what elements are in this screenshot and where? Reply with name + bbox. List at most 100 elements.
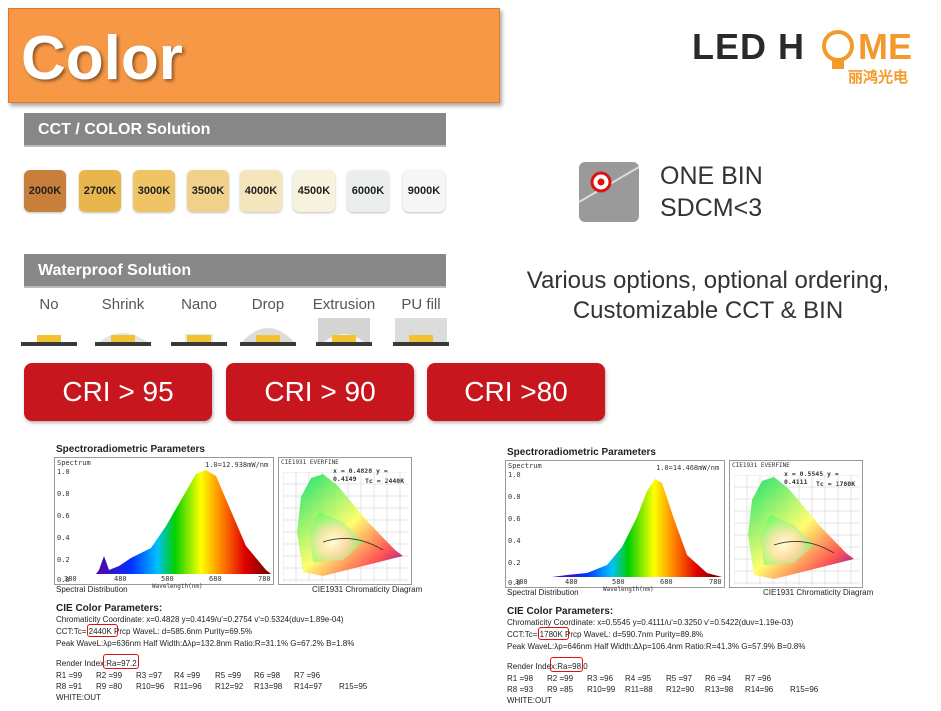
p1-r-value: R1 =99 bbox=[56, 671, 83, 680]
p2-r-value: R5 =97 bbox=[666, 674, 693, 683]
p2-cie-header: CIE1931 EVERFINE bbox=[732, 462, 790, 469]
p1-param-line3: Peak WaveL:λp=636nm Half Width:Δλp=132.8… bbox=[56, 639, 355, 648]
p1-cie-diagram: CIE1931 EVERFINE x = 0.4828 y = 0.4149 T… bbox=[278, 457, 412, 585]
p1-r-value: R14=97 bbox=[294, 682, 323, 691]
p2-xtick: 780 bbox=[709, 578, 722, 586]
p2-ra-highlight bbox=[550, 657, 583, 672]
waterproof-nano-icon bbox=[171, 318, 227, 348]
p1-param-line1: Chromaticity Coordinate: x=0.4828 y=0.41… bbox=[56, 615, 344, 624]
p2-r-value: R12=90 bbox=[666, 685, 695, 694]
p2-spectrum-chart: Spectrum 1.0=14.468mW/nm bbox=[505, 460, 725, 588]
waterproof-section-header: Waterproof Solution bbox=[24, 254, 446, 288]
p2-render-index: Render Index:Ra=98.0 bbox=[507, 662, 588, 671]
p2-xtick: 580 bbox=[612, 578, 625, 586]
p2-caption-cie: CIE1931 Chromaticity Diagram bbox=[763, 588, 874, 597]
p1-param-line2: CCT:Tc= 2440K Prcp WaveL: d=585.6nm Puri… bbox=[56, 627, 253, 636]
p1-r-value: R5 =99 bbox=[215, 671, 242, 680]
p2-chromaticity-horseshoe bbox=[734, 475, 860, 585]
ledhome-logo: LED H ME 丽鸿光电 bbox=[692, 22, 932, 92]
cct-swatch-2700k: 2700K bbox=[79, 170, 121, 212]
waterproof-pu-fill-icon bbox=[393, 318, 449, 348]
waterproof-label-extrusion: Extrusion bbox=[312, 296, 376, 313]
p1-r-value: R7 =96 bbox=[294, 671, 321, 680]
p1-r-value: R13=98 bbox=[254, 682, 283, 691]
p2-r-value: R14=96 bbox=[745, 685, 774, 694]
p2-spectrum-label: Spectrum bbox=[508, 462, 542, 470]
p1-r-value: R11=96 bbox=[174, 682, 202, 691]
p1-caption-cie: CIE1931 Chromaticity Diagram bbox=[312, 585, 423, 594]
onebin-line1: ONE BIN bbox=[660, 162, 763, 190]
waterproof-drop-icon bbox=[240, 318, 296, 348]
p2-r-value: R4 =95 bbox=[625, 674, 652, 683]
cct-swatch-3000k: 3000K bbox=[133, 170, 175, 212]
p2-r-value: R3 =96 bbox=[587, 674, 614, 683]
p2-xtick: 680 bbox=[660, 578, 673, 586]
p1-r-value: R3 =97 bbox=[136, 671, 163, 680]
p2-ytick: 1.0 bbox=[508, 471, 521, 479]
p2-r-value: R13=98 bbox=[705, 685, 734, 694]
p1-r-value: R12=92 bbox=[215, 682, 244, 691]
p2-ytick: 0.8 bbox=[508, 493, 521, 501]
cct-swatch-3500k: 3500K bbox=[187, 170, 229, 212]
p1-xlabel: Wavelength(nm) bbox=[152, 583, 203, 590]
p1-ytick: 1.0 bbox=[57, 468, 70, 476]
cct-swatch-4500k: 4500K bbox=[293, 170, 335, 212]
p1-peak-note: 1.0=12.938mW/nm bbox=[205, 461, 269, 469]
cri-80-badge: CRI >80 bbox=[427, 363, 605, 421]
title-banner: Color bbox=[8, 8, 500, 103]
p1-spectro-title: Spectroradiometric Parameters bbox=[56, 444, 205, 455]
p2-ytick: 0.4 bbox=[508, 537, 521, 545]
p2-xtick: 480 bbox=[565, 578, 578, 586]
p2-param-line2: CCT:Tc= 1780K Prcp WaveL: d=590.7nm Puri… bbox=[507, 630, 704, 639]
p2-ytick: 0.6 bbox=[508, 515, 521, 523]
p2-xtick: 380 bbox=[515, 578, 528, 586]
bulb-icon bbox=[822, 30, 854, 69]
onebin-icon bbox=[579, 162, 639, 222]
p1-spectrum-chart: Spectrum 1.0=12.938mW/nm bbox=[54, 457, 274, 585]
p1-ytick: 0.6 bbox=[57, 512, 70, 520]
p2-cie-tc: Tc = 1780K bbox=[816, 480, 856, 488]
p2-r-value: R2 =99 bbox=[547, 674, 574, 683]
spectro-panel-1: Spectroradiometric Parameters Spectrum 1… bbox=[54, 444, 426, 706]
p1-r-value: R8 =91 bbox=[56, 682, 83, 691]
cct-swatch-2000k: 2000K bbox=[24, 170, 66, 212]
options-line2: Customizable CCT & BIN bbox=[572, 297, 844, 324]
p1-r-value: R10=96 bbox=[136, 682, 165, 691]
p2-ytick: 0.2 bbox=[508, 559, 521, 567]
p2-param-line3: Peak WaveL:λp=646nm Half Width:Δλp=106.4… bbox=[507, 642, 806, 651]
p1-ra-highlight bbox=[103, 654, 139, 669]
p1-ytick: 0.0 bbox=[57, 576, 70, 584]
p1-r-value: R6 =98 bbox=[254, 671, 281, 680]
p2-spectro-title: Spectroradiometric Parameters bbox=[507, 447, 656, 458]
cct-swatch-6000k: 6000K bbox=[347, 170, 389, 212]
p1-caption-spectral: Spectral Distribution bbox=[56, 585, 128, 594]
p1-render-index: Render Index:Ra=97.2 bbox=[56, 659, 137, 668]
p1-cie-header: CIE1931 EVERFINE bbox=[281, 459, 339, 466]
p2-ytick: 0.0 bbox=[508, 579, 521, 587]
p1-spectrum-label: Spectrum bbox=[57, 459, 91, 467]
p2-cct-highlight bbox=[538, 627, 569, 640]
p2-r-value: R7 =96 bbox=[745, 674, 772, 683]
p2-r-value: R9 =85 bbox=[547, 685, 574, 694]
p1-xtick: 680 bbox=[209, 575, 222, 583]
page-title: Color bbox=[21, 24, 183, 93]
options-line1: Various options, optional ordering, bbox=[526, 267, 890, 294]
cct-swatch-9000k: 9000K bbox=[403, 170, 445, 212]
p1-r-value: R4 =99 bbox=[174, 671, 201, 680]
logo-text-me: ME bbox=[858, 26, 912, 67]
p1-cie-coord: x = 0.4828 y = 0.4149 bbox=[333, 467, 388, 483]
cri-95-badge: CRI > 95 bbox=[24, 363, 212, 421]
p1-ytick: 0.2 bbox=[57, 556, 70, 564]
p2-r-value: R6 =94 bbox=[705, 674, 732, 683]
p2-r-value: R11=88 bbox=[625, 685, 653, 694]
p2-cie-params-title: CIE Color Parameters: bbox=[507, 606, 614, 617]
p1-xtick: 780 bbox=[258, 575, 271, 583]
cct-swatch-4000k: 4000K bbox=[240, 170, 282, 212]
p1-r-value: R2 =99 bbox=[96, 671, 123, 680]
onebin-line2: SDCM<3 bbox=[660, 194, 763, 222]
p2-spectrum-curve bbox=[552, 479, 722, 577]
p1-ytick: 0.8 bbox=[57, 490, 70, 498]
waterproof-shrink-icon bbox=[95, 318, 151, 348]
p1-cie-params-title: CIE Color Parameters: bbox=[56, 603, 163, 614]
p1-r-value: R9 =80 bbox=[96, 682, 123, 691]
